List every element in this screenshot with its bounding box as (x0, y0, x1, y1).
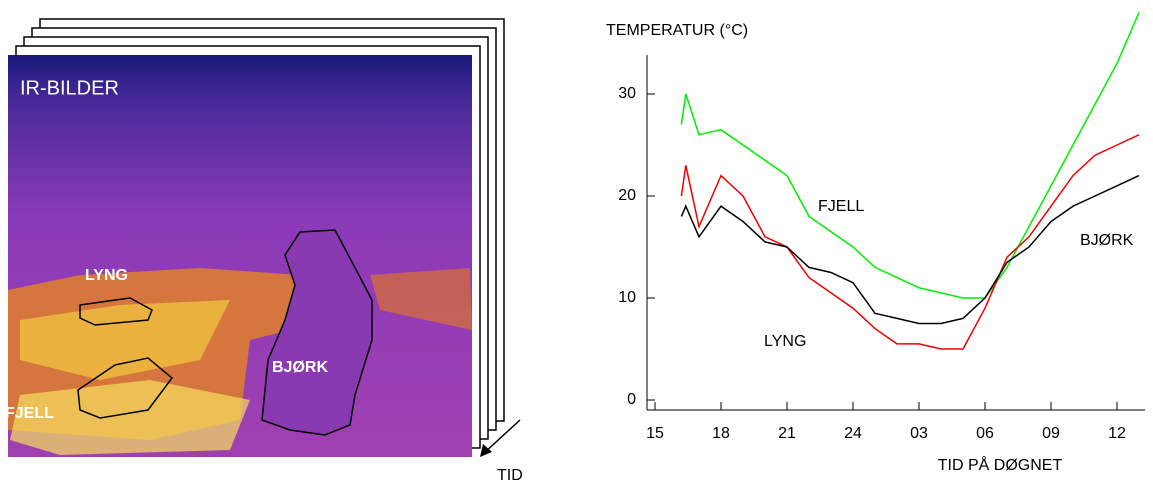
line-chart: TEMPERATUR (°C) TID PÅ DØGNET 0 10 20 30 15 1… (606, 12, 1145, 474)
time-arrow (483, 419, 521, 454)
y-tick-label: 0 (627, 391, 636, 408)
x-tick-label: 21 (778, 425, 796, 442)
region-label: FJELL (5, 405, 54, 422)
warm-area (10, 380, 250, 455)
x-tick-label: 09 (1042, 425, 1060, 442)
x-tick-label: 15 (646, 425, 664, 442)
region-label: LYNG (85, 267, 128, 284)
x-tick-label: 06 (976, 425, 994, 442)
region-label: BJØRK (272, 359, 328, 376)
arrow-head (480, 444, 492, 457)
series-label: BJØRK (1080, 232, 1134, 249)
y-tick-label: 20 (618, 187, 636, 204)
series-label: LYNG (764, 333, 806, 350)
image-stack: IR-BILDER LYNG FJELL BJØRK TID (5, 18, 523, 484)
y-tick-label: 30 (618, 85, 636, 102)
series-line (680, 174, 1140, 325)
series-line (680, 134, 1140, 350)
series-label: FJELL (818, 198, 864, 215)
series-line (680, 12, 1140, 299)
y-tick-label: 10 (618, 289, 636, 306)
region-outline (77, 357, 174, 419)
x-axis-label: TID PÅ DØGNET (938, 455, 1063, 474)
warm-area (20, 300, 230, 380)
region-outline (79, 297, 153, 326)
region-outline (261, 229, 373, 436)
y-axis-label: TEMPERATUR (°C) (606, 22, 748, 39)
image-title: IR-BILDER (20, 77, 119, 99)
warm-area (370, 268, 472, 330)
x-tick-label: 12 (1108, 425, 1126, 442)
arrow-label: TID (497, 467, 523, 484)
x-tick-label: 18 (712, 425, 730, 442)
x-tick-label: 03 (910, 425, 928, 442)
x-tick-label: 24 (844, 425, 862, 442)
